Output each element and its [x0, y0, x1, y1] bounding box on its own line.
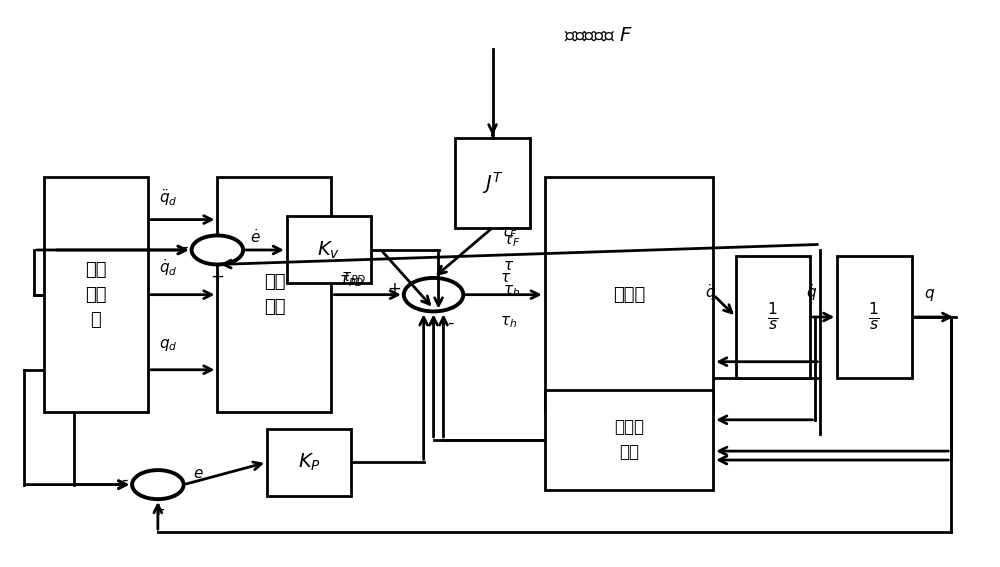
Text: 患者患
侧肢: 患者患 侧肢 [614, 418, 644, 462]
Text: $\tau$: $\tau$ [503, 259, 514, 273]
Text: $\tau$: $\tau$ [500, 270, 511, 285]
Circle shape [192, 235, 243, 264]
Circle shape [132, 470, 184, 499]
Bar [545, 177, 713, 412]
Text: $\frac{1}{s}$: $\frac{1}{s}$ [767, 301, 779, 333]
Bar [267, 429, 351, 496]
Text: $\tau_h$: $\tau_h$ [500, 315, 517, 331]
Text: 机械臂: 机械臂 [613, 286, 645, 304]
Text: -: - [122, 471, 128, 489]
Text: $K_v$: $K_v$ [317, 239, 340, 261]
Text: $J^T$: $J^T$ [482, 170, 503, 196]
Bar [545, 390, 713, 490]
Text: $K_P$: $K_P$ [298, 452, 321, 473]
Text: +: + [151, 501, 165, 519]
Text: -: - [447, 314, 454, 332]
Text: $\dot{q}$: $\dot{q}$ [806, 282, 817, 303]
Text: $\ddot{q}$: $\ddot{q}$ [705, 282, 716, 303]
Text: $\tau_{PD}$: $\tau_{PD}$ [339, 273, 365, 289]
Text: -: - [181, 238, 188, 256]
Text: 轨迹
发生
器: 轨迹 发生 器 [85, 261, 107, 329]
Bar [455, 138, 530, 227]
Text: $\dot{e}$: $\dot{e}$ [250, 228, 261, 246]
Text: $q$: $q$ [924, 287, 936, 303]
Text: $\tau_F$: $\tau_F$ [503, 233, 520, 249]
Text: +: + [387, 280, 401, 298]
Bar [44, 177, 148, 412]
Bar [736, 256, 810, 379]
Bar [837, 256, 912, 379]
Text: $\dot{q}_d$: $\dot{q}_d$ [159, 257, 178, 278]
Bar [287, 217, 371, 284]
Text: -: - [429, 314, 436, 332]
Text: $e$: $e$ [193, 466, 203, 481]
Text: $\tau_F$: $\tau_F$ [500, 225, 517, 241]
Bar [217, 177, 331, 412]
Text: 逆动
力学: 逆动 力学 [264, 273, 285, 316]
Text: +: + [210, 268, 224, 286]
Text: $q_d$: $q_d$ [159, 337, 177, 353]
Text: $\frac{1}{s}$: $\frac{1}{s}$ [868, 301, 880, 333]
Text: $\tau_{PD}$: $\tau_{PD}$ [341, 270, 367, 286]
Circle shape [404, 278, 463, 311]
Text: $\ddot{q}_d$: $\ddot{q}_d$ [159, 187, 178, 208]
Text: 患者作用力 $F$: 患者作用力 $F$ [564, 26, 633, 44]
Text: $\tau_h$: $\tau_h$ [503, 284, 520, 299]
